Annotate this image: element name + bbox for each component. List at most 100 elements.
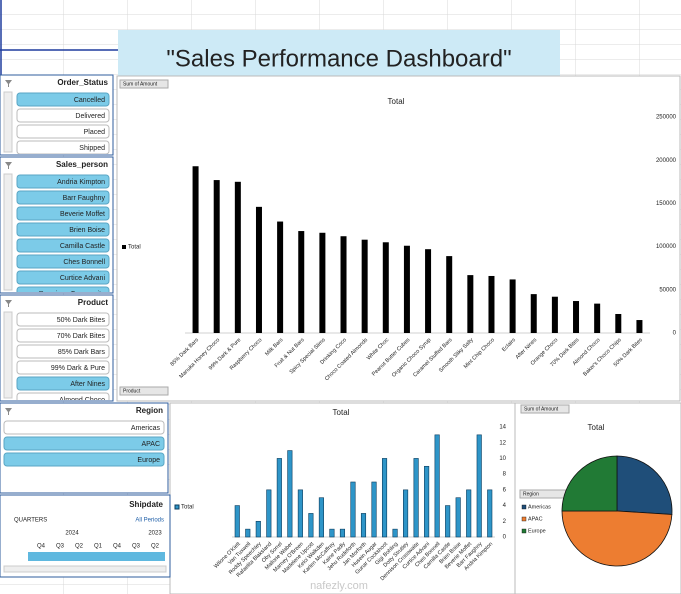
bar[interactable] <box>445 505 451 538</box>
bar[interactable] <box>403 489 409 538</box>
field-button[interactable]: Sum of Amount <box>119 79 169 89</box>
bar[interactable] <box>213 180 220 333</box>
bar[interactable] <box>551 296 558 333</box>
bar[interactable] <box>361 239 368 333</box>
slicer-icon[interactable] <box>5 408 12 415</box>
field-button-box[interactable] <box>119 79 169 89</box>
slicer-item[interactable] <box>16 376 110 391</box>
slicer-item-label[interactable]: Barr Faughny <box>63 195 106 202</box>
slicer-item[interactable] <box>16 92 110 107</box>
bar[interactable] <box>255 206 262 333</box>
bar[interactable] <box>594 303 601 333</box>
slicer-item-label[interactable]: 85% Dark Bars <box>58 349 106 356</box>
bar[interactable] <box>350 481 356 538</box>
slicer-item[interactable] <box>3 436 165 451</box>
scrollbar[interactable] <box>3 565 167 573</box>
bar[interactable] <box>530 294 537 333</box>
bar[interactable] <box>425 249 432 333</box>
bar[interactable] <box>277 221 284 333</box>
slicer-item[interactable] <box>3 420 165 435</box>
slicer-item-label[interactable]: 50% Dark Bites <box>57 317 106 324</box>
field-button[interactable]: Product <box>119 386 169 396</box>
slicer-icon[interactable] <box>5 162 12 169</box>
slicer-item-label[interactable]: Ches Bonnell <box>63 259 105 266</box>
scrollbar[interactable] <box>3 311 13 399</box>
timeline-level[interactable]: QUARTERS <box>14 518 47 524</box>
slicer-item[interactable] <box>3 452 165 467</box>
slicer-item[interactable] <box>16 254 110 269</box>
slicer-item-label[interactable]: Camilla Castle <box>60 243 105 250</box>
slicer[interactable]: Order_Status Cancelled Delivered Placed Ship… <box>0 74 114 156</box>
bar[interactable] <box>371 481 377 538</box>
pie-slice[interactable] <box>561 455 618 512</box>
bar[interactable] <box>234 181 241 333</box>
timeline[interactable]: Shipdate QUARTERS All Periods 2024 2023 Q4… <box>0 494 171 578</box>
bar[interactable] <box>455 497 461 538</box>
slicer-item[interactable] <box>16 392 110 406</box>
bar[interactable] <box>509 279 516 333</box>
bar[interactable] <box>318 497 324 538</box>
slicer-item-label[interactable]: Placed <box>84 129 106 136</box>
field-button[interactable]: Sum of Amount <box>520 404 570 414</box>
slicer-item[interactable] <box>16 190 110 205</box>
field-button[interactable]: Region <box>519 489 569 499</box>
slicer-item[interactable] <box>16 140 110 154</box>
bar[interactable] <box>266 489 272 538</box>
pie-slice[interactable] <box>561 510 673 567</box>
slicer-item[interactable] <box>16 312 110 327</box>
slicer-icon[interactable] <box>5 80 12 87</box>
bar[interactable] <box>476 434 482 538</box>
slicer-item[interactable] <box>16 344 110 359</box>
bar[interactable] <box>329 528 335 538</box>
bar[interactable] <box>340 236 347 333</box>
bar[interactable] <box>319 232 326 333</box>
slicer[interactable]: Product 50% Dark Bites 70% Dark Bites 85% D… <box>0 294 114 406</box>
bar[interactable] <box>287 450 293 538</box>
slicer-item[interactable] <box>16 222 110 237</box>
bar[interactable] <box>360 513 367 538</box>
slicer-item[interactable] <box>16 124 110 139</box>
field-button-label[interactable]: Sum of Amount <box>524 406 559 412</box>
slicer-item-label[interactable]: Delivered <box>75 113 105 120</box>
bar[interactable] <box>636 320 643 333</box>
field-button-box[interactable] <box>119 386 169 396</box>
bar[interactable] <box>487 489 493 538</box>
scrollbar[interactable] <box>3 91 13 153</box>
slicer-item-label[interactable]: Americas <box>131 425 161 432</box>
slicer-item[interactable] <box>16 270 110 285</box>
timeline-bar[interactable] <box>28 552 165 561</box>
bar[interactable] <box>298 231 305 333</box>
bar[interactable] <box>403 245 410 333</box>
bar[interactable] <box>466 489 472 538</box>
field-button-box[interactable] <box>520 404 570 414</box>
slicer[interactable]: Region Americas APAC Europe <box>0 402 169 494</box>
slicer-item-label[interactable]: APAC <box>141 441 160 448</box>
bar[interactable] <box>434 434 440 538</box>
slicer-item[interactable] <box>16 206 110 221</box>
slicer-item-label[interactable]: Andria Kimpton <box>57 179 105 186</box>
bar[interactable] <box>308 513 314 538</box>
bar[interactable] <box>573 301 580 333</box>
slicer-item-label[interactable]: Almond Choco <box>59 397 105 404</box>
slicer-item-label[interactable]: Europe <box>137 457 160 464</box>
slicer-icon[interactable] <box>5 300 12 307</box>
bar[interactable] <box>382 242 389 333</box>
bar[interactable] <box>339 528 346 538</box>
timeline-periods[interactable]: All Periods <box>135 518 164 524</box>
slicer-item[interactable] <box>16 360 110 375</box>
bar[interactable] <box>392 528 398 538</box>
bar[interactable] <box>276 458 282 538</box>
field-button-label[interactable]: Region <box>523 491 539 497</box>
slicer-item-label[interactable]: Shipped <box>79 145 105 152</box>
slicer-item-label[interactable]: Curtice Advani <box>60 275 106 282</box>
slicer-item-label[interactable]: After Nines <box>70 381 105 388</box>
bar[interactable] <box>245 528 251 538</box>
slicer-item-label[interactable]: Dennison Crosswaite <box>39 291 105 298</box>
bar[interactable] <box>234 505 240 538</box>
pie-slice[interactable] <box>616 455 673 515</box>
slicer-item-label[interactable]: Cancelled <box>74 97 105 104</box>
slicer-item-label[interactable]: 70% Dark Bites <box>57 333 106 340</box>
bar[interactable] <box>615 313 622 333</box>
slicer-item[interactable] <box>16 108 110 123</box>
slicer-item-label[interactable]: 99% Dark & Pure <box>51 365 105 372</box>
